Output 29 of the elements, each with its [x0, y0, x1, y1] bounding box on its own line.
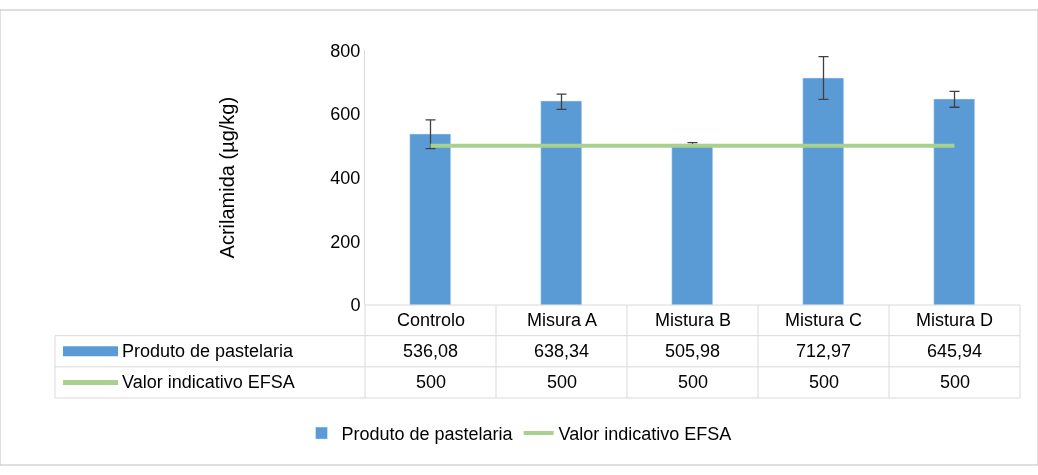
y-axis-title: Acrilamida (µg/kg) [215, 96, 238, 259]
x-tick-label: Controlo [397, 310, 466, 330]
x-tick-label: Mistura B [655, 310, 732, 330]
x-tick-label: Mistura C [785, 310, 863, 330]
y-tick-label: 200 [330, 231, 361, 252]
data-label: 645,94 [927, 341, 983, 361]
legend-label: Valor indicativo EFSA [122, 372, 295, 392]
data-label: 536,08 [403, 341, 459, 361]
data-label: 500 [809, 372, 840, 392]
x-tick-label: Misura A [527, 310, 598, 330]
y-tick-label: 0 [350, 295, 361, 316]
y-tick-label: 800 [330, 40, 361, 61]
data-label: 500 [416, 372, 447, 392]
data-label: 712,97 [796, 341, 852, 361]
data-label: 500 [678, 372, 709, 392]
bar [540, 100, 582, 306]
data-label: 500 [940, 372, 971, 392]
bar [802, 77, 844, 306]
data-label: 505,98 [665, 341, 721, 361]
text: Produto de pastelaria [122, 341, 294, 361]
data-label: 500 [547, 372, 578, 392]
y-tick-label: 400 [330, 167, 361, 188]
y-tick-label: 600 [330, 104, 361, 125]
x-tick-label: Mistura D [916, 310, 994, 330]
data-label: 638,34 [534, 341, 590, 361]
legend-label: Produto de pastelaria [341, 424, 514, 445]
bar [933, 98, 975, 306]
bar [409, 133, 451, 306]
text: Valor indicativo EFSA [558, 424, 732, 445]
